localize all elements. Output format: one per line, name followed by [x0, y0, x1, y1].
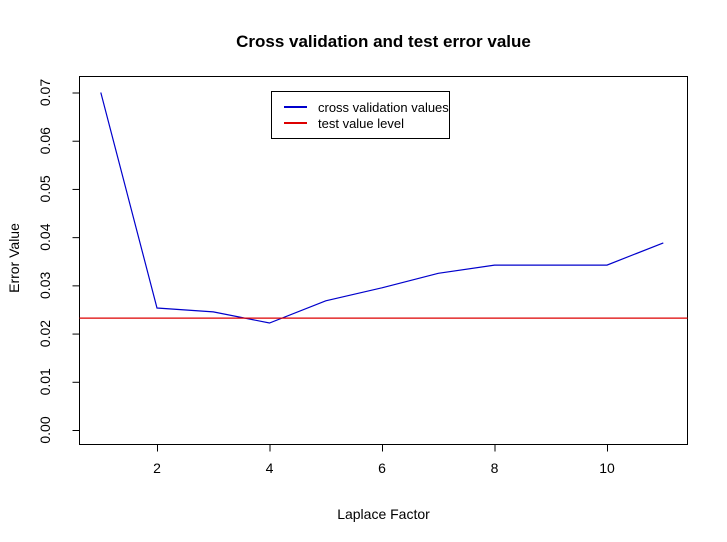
x-tick-label: 8 [491, 460, 499, 476]
plot-box [79, 76, 688, 445]
y-tick-label: 0.02 [37, 320, 53, 347]
cross-validation-line [100, 92, 664, 324]
y-tick-label: 0.01 [37, 368, 53, 395]
legend-entry-label: test value level [318, 115, 404, 131]
chart-title: Cross validation and test error value [236, 32, 531, 51]
legend-box: cross validation values test value level [271, 91, 450, 139]
legend-entry-label: cross validation values [318, 99, 449, 115]
x-tick-label: 6 [378, 460, 386, 476]
x-axis-label: Laplace Factor [337, 506, 430, 522]
legend-entry: cross validation values [272, 99, 449, 115]
y-tick-label: 0.05 [37, 175, 53, 202]
x-tick-label: 2 [153, 460, 161, 476]
y-tick-label: 0.06 [37, 127, 53, 154]
y-tick-label: 0.07 [37, 79, 53, 106]
legend-line-sample [284, 106, 307, 108]
legend-entry: test value level [272, 115, 449, 131]
y-tick-label: 0.04 [37, 223, 53, 250]
y-tick-label: 0.03 [37, 272, 53, 299]
x-tick-label: 10 [599, 460, 615, 476]
x-tick-label: 4 [266, 460, 274, 476]
legend-line-sample [284, 122, 307, 124]
y-axis-label: Error Value [6, 223, 22, 293]
y-tick-label: 0.00 [37, 416, 53, 443]
